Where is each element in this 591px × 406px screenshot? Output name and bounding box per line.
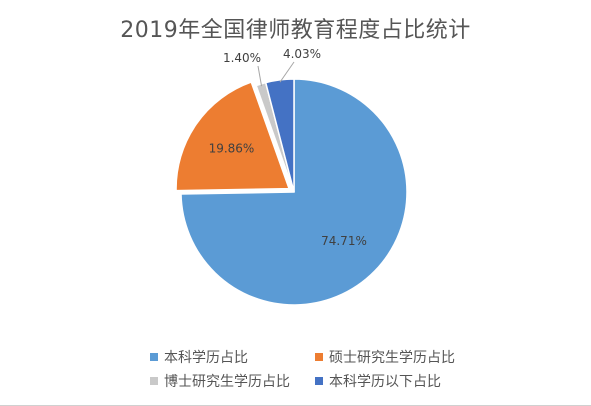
legend-item-master: 硕士研究生学历占比 — [315, 347, 455, 367]
data-label-below-bachelor: 4.03% — [283, 47, 321, 61]
data-label-doctor: 1.40% — [223, 51, 261, 65]
legend-item-doctor: 博士研究生学历占比 — [150, 371, 315, 391]
legend-item-bachelor: 本科学历占比 — [150, 347, 315, 367]
legend-item-below-bachelor: 本科学历以下占比 — [315, 371, 441, 391]
legend-label: 本科学历以下占比 — [329, 374, 441, 390]
data-label-master: 19.86% — [209, 142, 255, 156]
data-label-bachelor: 74.71% — [321, 234, 367, 248]
legend-row: 本科学历占比 硕士研究生学历占比 — [150, 345, 490, 369]
legend-label: 本科学历占比 — [164, 350, 248, 366]
legend-label: 博士研究生学历占比 — [164, 374, 290, 390]
legend-row: 博士研究生学历占比 本科学历以下占比 — [150, 369, 490, 393]
legend-label: 硕士研究生学历占比 — [329, 350, 455, 366]
legend-swatch — [150, 353, 158, 361]
legend-swatch — [150, 377, 158, 385]
legend-swatch — [315, 377, 323, 385]
legend-swatch — [315, 353, 323, 361]
leader-line — [257, 65, 263, 87]
pie-slice-below-bachelor — [264, 78, 295, 193]
chart-title: 2019年全国律师教育程度占比统计 — [120, 18, 471, 43]
legend: 本科学历占比 硕士研究生学历占比 博士研究生学历占比 本科学历以下占比 — [150, 345, 490, 393]
leader-line — [279, 61, 295, 83]
pie-slice-master — [175, 81, 291, 192]
